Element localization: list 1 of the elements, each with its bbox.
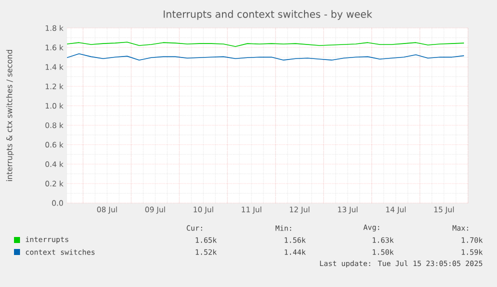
chart-title: Interrupts and context switches - by week xyxy=(164,10,372,20)
